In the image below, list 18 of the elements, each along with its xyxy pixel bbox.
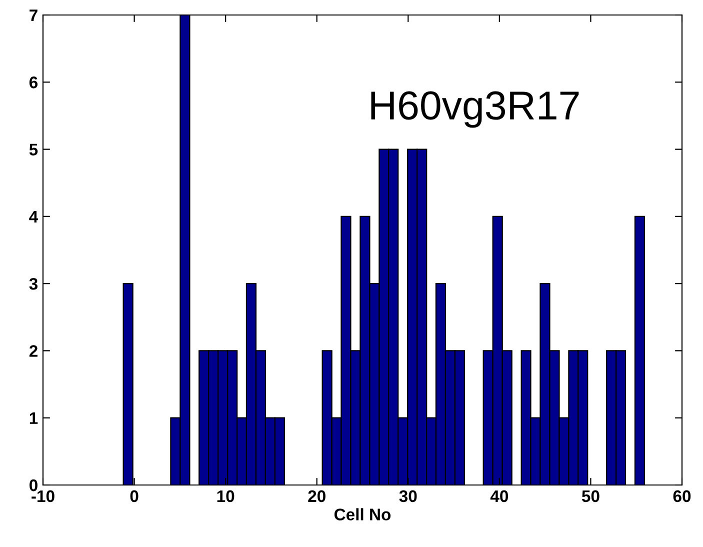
x-tick-label: 20 [308,490,326,502]
x-tick-label: 60 [673,490,691,502]
y-tick-label: 2 [29,345,38,357]
y-tick-label: 4 [29,211,38,222]
x-tick-label: 10 [217,490,234,502]
y-tick-label: 5 [29,144,38,156]
y-tick-label: 1 [30,412,38,424]
annotation: H60vg3R17 [371,91,579,128]
x-tick-label: 0 [130,490,138,502]
y-tick-label: 3 [29,278,38,290]
x-axis-title: Cell No [334,508,391,520]
x-tick-label: 40 [490,490,508,502]
x-tick-label: 50 [582,490,600,502]
y-tick-label: 6 [29,76,38,88]
y-tick-label: 7 [30,10,38,22]
x-tick-label: -10 [32,490,54,502]
y-tick-label: 0 [30,479,38,492]
x-tick-label: 30 [399,490,417,502]
